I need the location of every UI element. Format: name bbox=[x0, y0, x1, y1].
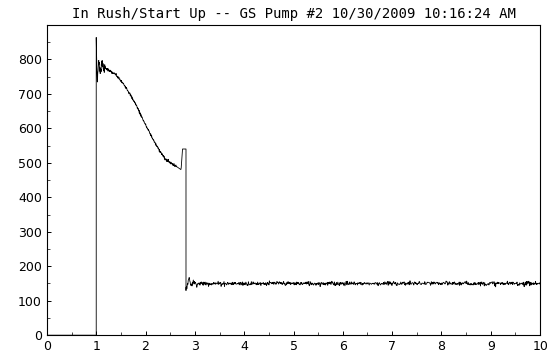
Title: In Rush/Start Up -- GS Pump #2 10/30/2009 10:16:24 AM: In Rush/Start Up -- GS Pump #2 10/30/200… bbox=[72, 7, 516, 21]
